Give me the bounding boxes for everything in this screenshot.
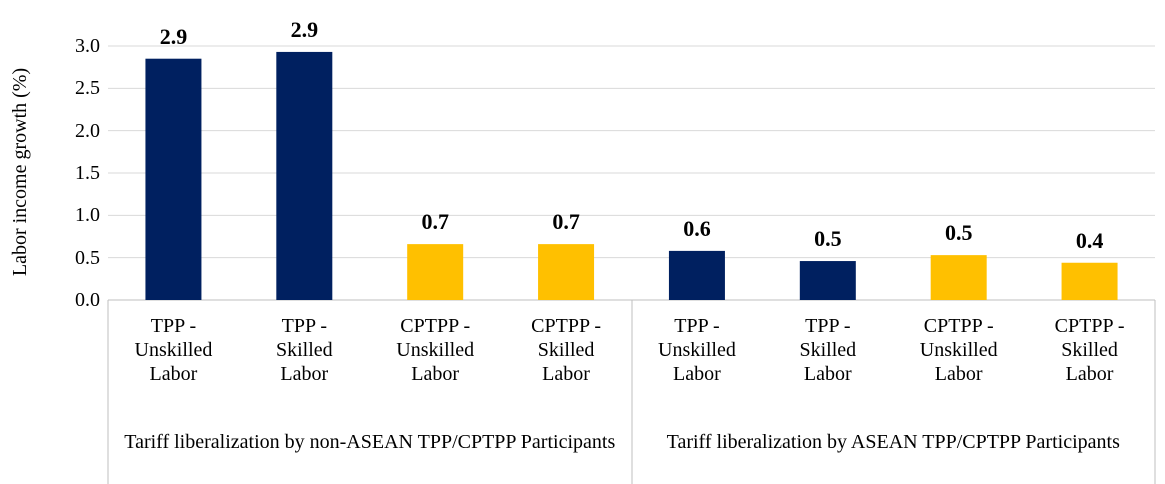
x-tick-label: CPTPP - Unskilled Labor [396,315,475,385]
data-label: 0.5 [944,220,973,246]
data-label: 0.7 [421,209,449,235]
data-label: 2.9 [159,23,188,49]
x-tick-label: CPTPP - Skilled Labor [1054,315,1125,385]
x-tick-label: TPP - Unskilled Labor [658,315,736,385]
x-tick-label: CPTPP - Unskilled Labor [919,315,998,385]
data-label: 0.4 [1075,227,1104,253]
group-label: Tariff liberalization by ASEAN TPP/CPTPP… [666,431,1120,453]
x-tick-label: TPP - Unskilled Labor [134,315,213,385]
data-label: 0.6 [683,215,711,241]
y-tick-label: 3.0 [75,35,100,57]
x-tick-label: TPP - Skilled Labor [275,315,333,385]
bar [1061,262,1118,300]
group-label: Tariff liberalization by non-ASEAN TPP/C… [124,431,616,453]
y-tick-label: 1.0 [75,204,100,227]
data-label: 2.9 [290,16,319,42]
bar [668,250,725,300]
y-tick-label: 2.5 [75,77,100,100]
data-label: 0.7 [552,209,580,235]
y-axis-label: Labor income growth (%) [9,67,31,277]
y-tick-label: 0.0 [75,289,100,311]
bar [930,255,987,300]
bar [145,58,202,301]
bar [538,244,595,300]
y-tick-label: 0.5 [75,246,100,269]
data-label: 0.5 [814,226,842,252]
x-tick-label: TPP - Skilled Labor [799,315,857,385]
x-tick-label: CPTPP - Skilled Labor [531,315,601,385]
bar [276,51,333,300]
bar [799,261,856,300]
bar [407,244,464,300]
y-tick-label: 2.0 [75,119,100,142]
y-tick-label: 1.5 [75,162,100,184]
